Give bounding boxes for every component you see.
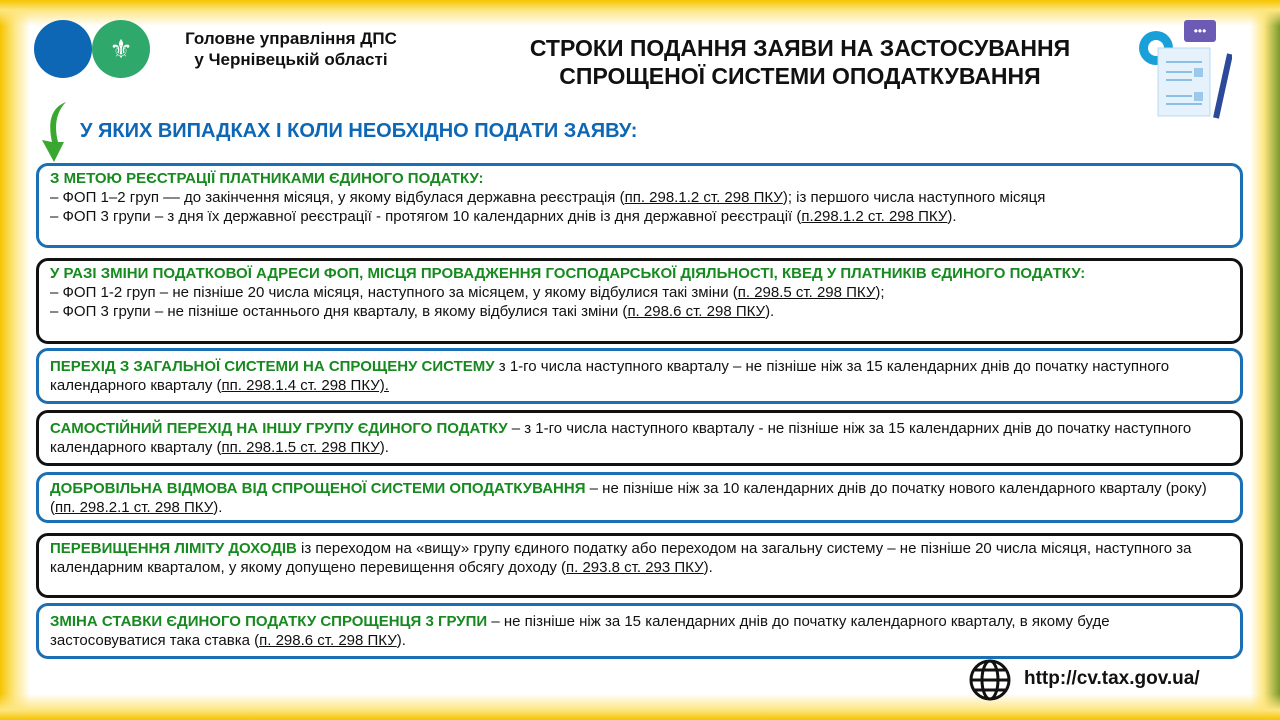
- section-subtitle: У ЯКИХ ВИПАДКАХ І КОЛИ НЕОБХІДНО ПОДАТИ …: [80, 120, 638, 142]
- box-line: У РАЗІ ЗМІНИ ПОДАТКОВОЇ АДРЕСИ ФОП, МІСЦ…: [50, 264, 1229, 283]
- website-link[interactable]: http://cv.tax.gov.ua/: [1024, 668, 1200, 689]
- box-text: – не пізніше ніж за 15 календарних днів …: [50, 613, 1110, 649]
- law-reference-link[interactable]: пп. 298.1.5 ст. 298 ПКУ: [221, 439, 380, 456]
- box-line: – ФОП 1–2 груп –– до закінчення місяця, …: [50, 188, 1229, 207]
- green-arrow-icon: [42, 102, 66, 162]
- box-heading: ДОБРОВІЛЬНА ВІДМОВА ВІД СПРОЩЕНОЇ СИСТЕМ…: [50, 480, 586, 497]
- box-heading: САМОСТІЙНИЙ ПЕРЕХІД НА ІНШУ ГРУПУ ЄДИНОГ…: [50, 420, 508, 437]
- law-reference-link[interactable]: пп. 298.1.4 ст. 298 ПКУ).: [221, 377, 389, 394]
- box-line: ПЕРЕВИЩЕННЯ ЛІМІТУ ДОХОДІВ із переходом …: [50, 539, 1229, 577]
- org-line-2: у Чернівецькій області: [194, 50, 388, 69]
- info-box-income-limit: ПЕРЕВИЩЕННЯ ЛІМІТУ ДОХОДІВ із переходом …: [36, 533, 1243, 598]
- box-text: – не пізніше ніж за 10 календарних днів …: [50, 480, 1207, 516]
- box-text: ).: [213, 499, 223, 516]
- box-line: ПЕРЕХІД З ЗАГАЛЬНОЇ СИСТЕМИ НА СПРОЩЕНУ …: [50, 357, 1229, 395]
- law-reference-link[interactable]: п. 293.8 ст. 293 ПКУ: [565, 559, 704, 576]
- title-line-2: СПРОЩЕНОЇ СИСТЕМИ ОПОДАТКУВАННЯ: [559, 63, 1041, 89]
- org-line-1: Головне управління ДПС: [185, 29, 397, 48]
- box-line: – ФОП 3 групи – з дня їх державної реєст…: [50, 207, 1229, 226]
- box-line: – ФОП 3 групи – не пізніше останнього дн…: [50, 302, 1229, 321]
- law-reference-link[interactable]: п.298.1.2 ст. 298 ПКУ: [801, 208, 948, 225]
- box-text: з 1-го числа наступного кварталу – не пі…: [50, 358, 1170, 394]
- box-text: – з 1-го числа наступного кварталу - не …: [50, 420, 1192, 456]
- document-illustration-icon: •••: [1139, 20, 1232, 119]
- box-heading: З МЕТОЮ РЕЄСТРАЦІЇ ПЛАТНИКАМИ ЄДИНОГО ПО…: [50, 170, 484, 187]
- box-text: – ФОП 3 групи – з дня їх державної реєст…: [50, 208, 802, 225]
- box-heading: ПЕРЕВИЩЕННЯ ЛІМІТУ ДОХОДІВ: [50, 540, 297, 557]
- box-text: – ФОП 1-2 груп – не пізніше 20 числа міс…: [50, 284, 738, 301]
- law-reference-link[interactable]: п. 298.6 ст. 298 ПКУ: [627, 303, 766, 320]
- box-text: ).: [396, 632, 406, 649]
- svg-text:•••: •••: [1194, 24, 1207, 38]
- law-reference-link[interactable]: пп. 298.2.1 ст. 298 ПКУ: [55, 499, 214, 516]
- law-reference-link[interactable]: п. 298.6 ст. 298 ПКУ: [259, 632, 397, 649]
- box-text: ).: [379, 439, 389, 456]
- info-box-voluntary-refusal: ДОБРОВІЛЬНА ВІДМОВА ВІД СПРОЩЕНОЇ СИСТЕМ…: [36, 472, 1243, 523]
- box-heading: ПЕРЕХІД З ЗАГАЛЬНОЇ СИСТЕМИ НА СПРОЩЕНУ …: [50, 358, 495, 375]
- box-text: ).: [765, 303, 775, 320]
- box-text: – ФОП 3 групи – не пізніше останнього дн…: [50, 303, 628, 320]
- info-box-transition-general: ПЕРЕХІД З ЗАГАЛЬНОЇ СИСТЕМИ НА СПРОЩЕНУ …: [36, 348, 1243, 404]
- page-title: СТРОКИ ПОДАННЯ ЗАЯВИ НА ЗАСТОСУВАННЯ СПР…: [460, 34, 1140, 90]
- box-line: З МЕТОЮ РЕЄСТРАЦІЇ ПЛАТНИКАМИ ЄДИНОГО ПО…: [50, 169, 1229, 188]
- box-text: ); із першого числа наступного місяця: [782, 189, 1046, 206]
- info-box-address-change: У РАЗІ ЗМІНИ ПОДАТКОВОЇ АДРЕСИ ФОП, МІСЦ…: [36, 258, 1243, 344]
- box-text: – ФОП 1–2 груп –– до закінчення місяця, …: [50, 189, 625, 206]
- law-reference-link[interactable]: пп. 298.1.2 ст. 298 ПКУ: [624, 189, 783, 206]
- box-line: ЗМІНА СТАВКИ ЄДИНОГО ПОДАТКУ СПРОЩЕНЦЯ 3…: [50, 612, 1229, 650]
- org-name: Головне управління ДПС у Чернівецькій об…: [156, 28, 426, 70]
- box-line: ДОБРОВІЛЬНА ВІДМОВА ВІД СПРОЩЕНОЇ СИСТЕМ…: [50, 479, 1229, 517]
- globe-icon: [969, 659, 1011, 701]
- box-line: – ФОП 1-2 груп – не пізніше 20 числа міс…: [50, 283, 1229, 302]
- info-box-registration: З МЕТОЮ РЕЄСТРАЦІЇ ПЛАТНИКАМИ ЄДИНОГО ПО…: [36, 163, 1243, 248]
- box-text: );: [875, 284, 885, 301]
- box-line: САМОСТІЙНИЙ ПЕРЕХІД НА ІНШУ ГРУПУ ЄДИНОГ…: [50, 419, 1229, 457]
- trident-emblem-icon: ⚜: [92, 20, 150, 78]
- box-text: із переходом на «вищу» групу єдиного под…: [50, 540, 1192, 576]
- title-line-1: СТРОКИ ПОДАННЯ ЗАЯВИ НА ЗАСТОСУВАННЯ: [529, 35, 1071, 61]
- info-box-group-change: САМОСТІЙНИЙ ПЕРЕХІД НА ІНШУ ГРУПУ ЄДИНОГ…: [36, 410, 1243, 466]
- box-heading: У РАЗІ ЗМІНИ ПОДАТКОВОЇ АДРЕСИ ФОП, МІСЦ…: [50, 265, 1086, 282]
- logo-blue-circle: [34, 20, 92, 78]
- info-box-rate-change: ЗМІНА СТАВКИ ЄДИНОГО ПОДАТКУ СПРОЩЕНЦЯ 3…: [36, 603, 1243, 659]
- law-reference-link[interactable]: п. 298.5 ст. 298 ПКУ: [737, 284, 876, 301]
- box-text: ).: [947, 208, 957, 225]
- box-text: ).: [703, 559, 713, 576]
- box-heading: ЗМІНА СТАВКИ ЄДИНОГО ПОДАТКУ СПРОЩЕНЦЯ 3…: [50, 613, 488, 630]
